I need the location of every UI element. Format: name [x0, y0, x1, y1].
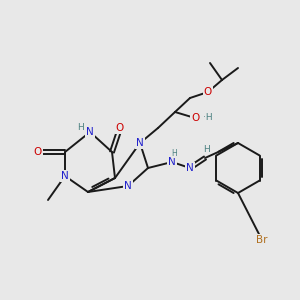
Text: O: O: [204, 87, 212, 97]
Text: N: N: [136, 138, 144, 148]
Text: H: H: [204, 145, 210, 154]
Text: O: O: [116, 123, 124, 133]
Text: N: N: [61, 171, 69, 181]
Text: Br: Br: [256, 235, 268, 245]
Text: H: H: [76, 122, 83, 131]
Text: H: H: [171, 148, 177, 158]
Text: O: O: [191, 113, 199, 123]
Text: N: N: [86, 127, 94, 137]
Text: ·H: ·H: [203, 113, 213, 122]
Text: N: N: [186, 163, 194, 173]
Text: N: N: [124, 181, 132, 191]
Text: N: N: [168, 157, 176, 167]
Text: O: O: [34, 147, 42, 157]
